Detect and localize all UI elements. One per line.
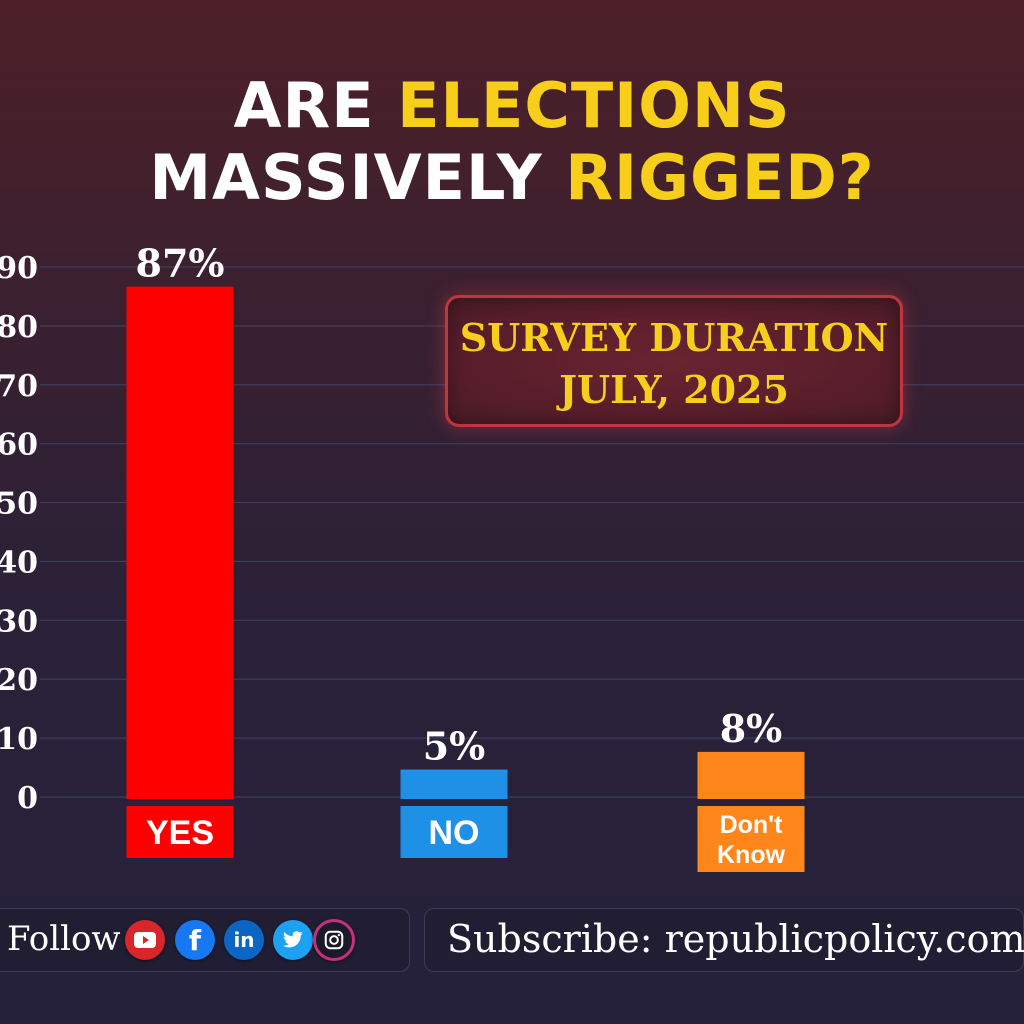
y-tick-label: 20	[0, 663, 38, 698]
survey-duration-box: SURVEY DURATION JULY, 2025	[445, 295, 903, 427]
twitter-icon[interactable]	[273, 920, 313, 960]
bar	[697, 751, 805, 799]
y-tick-label: 30	[0, 604, 38, 639]
chart-title: ARE ELECTIONS MASSIVELY RIGGED?	[0, 70, 1024, 214]
survey-line-2: JULY, 2025	[559, 367, 789, 412]
title-line-2: MASSIVELY RIGGED?	[0, 142, 1024, 214]
instagram-icon[interactable]	[313, 919, 355, 961]
y-tick-label: 10	[0, 722, 38, 757]
bar-value-label: 5%	[423, 724, 486, 769]
category-label-box	[400, 806, 508, 858]
category-label: YES	[146, 814, 214, 852]
title-line1-white: ARE	[233, 69, 398, 142]
title-line-1: ARE ELECTIONS	[0, 70, 1024, 142]
linkedin-icon[interactable]: in	[224, 920, 264, 960]
bar	[400, 769, 508, 799]
facebook-icon[interactable]: f	[175, 920, 215, 960]
survey-line-1: SURVEY DURATION	[459, 315, 889, 360]
subscribe-link[interactable]: Subscribe: republicpolicy.com	[447, 917, 1024, 961]
title-line2-yellow: RIGGED?	[565, 141, 875, 214]
follow-label: Follow	[7, 919, 121, 959]
bar-value-label: 87%	[136, 241, 225, 286]
y-tick-label: 0	[17, 781, 38, 816]
subscribe-bar: Subscribe: republicpolicy.com	[424, 908, 1024, 972]
y-tick-label: 50	[0, 487, 38, 522]
category-label: NO	[429, 814, 480, 852]
y-tick-label: 70	[0, 369, 38, 404]
bar	[126, 286, 234, 800]
y-tick-label: 90	[0, 251, 38, 286]
youtube-icon[interactable]	[125, 920, 165, 960]
title-line1-yellow: ELECTIONS	[397, 69, 791, 142]
category-label: Don't	[720, 811, 784, 839]
title-line2-white: MASSIVELY	[149, 141, 566, 214]
category-label: Know	[717, 841, 786, 869]
category-label-box	[126, 806, 234, 858]
y-tick-label: 80	[0, 310, 38, 345]
follow-bar: Follow f in	[0, 908, 410, 972]
y-tick-label: 40	[0, 545, 38, 580]
bar-value-label: 8%	[720, 706, 783, 751]
y-tick-label: 60	[0, 428, 38, 463]
category-label-box	[697, 806, 805, 872]
